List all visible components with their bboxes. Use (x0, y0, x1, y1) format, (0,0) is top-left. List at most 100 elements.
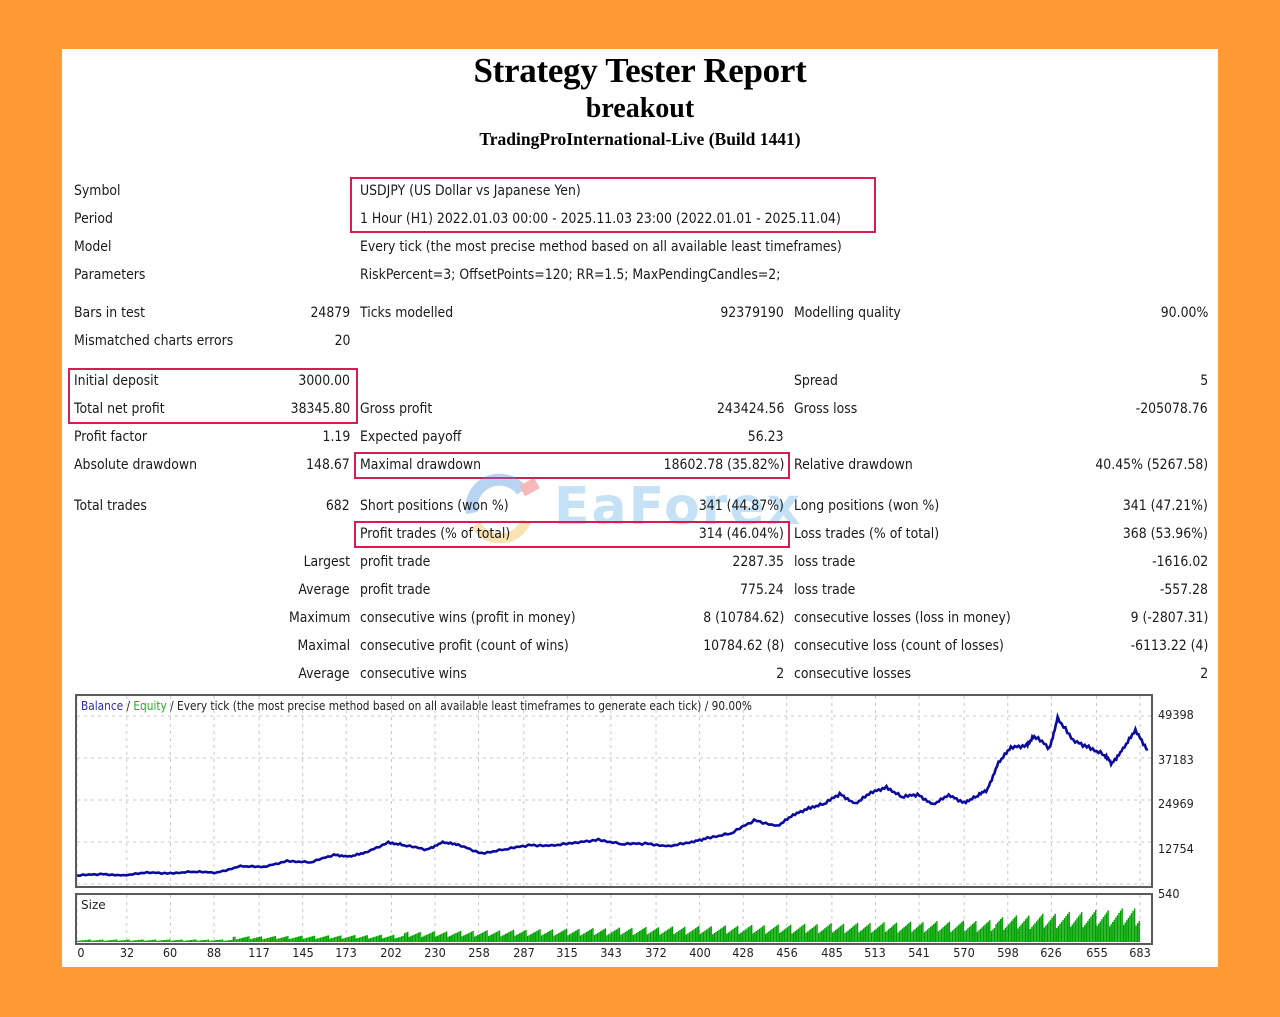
x-tick-label: 428 (732, 945, 754, 960)
total-trades-label: Total trades (74, 498, 147, 514)
long-positions-value: 341 (47.21%) (1122, 498, 1208, 514)
symbol-label: Symbol (74, 183, 121, 199)
y-tick-label: 540 (1158, 886, 1180, 901)
y-tick-label: 24969 (1158, 796, 1194, 811)
x-tick-label: 32 (119, 945, 134, 960)
short-positions-value: 341 (44.87%) (698, 498, 784, 514)
report-title: Strategy Tester Report (473, 51, 807, 90)
row-prefix: Average (298, 582, 350, 598)
row-loss-value: -557.28 (1159, 582, 1208, 598)
row-loss-label: consecutive loss (count of losses) (794, 638, 1004, 654)
x-tick-label: 287 (512, 945, 535, 960)
bars-label: Bars in test (74, 305, 146, 321)
x-tick-label: 372 (645, 945, 667, 960)
balance-line (77, 712, 1149, 878)
x-tick-label: 173 (335, 945, 358, 960)
gross-profit-label: Gross profit (360, 401, 433, 417)
spread-value: 5 (1200, 373, 1208, 389)
y-tick-label: 12754 (1158, 841, 1194, 856)
ticks-value: 92379190 (720, 305, 784, 321)
expected-payoff-label: Expected payoff (360, 429, 462, 445)
row-profit-value: 2287.35 (732, 554, 784, 570)
parameters-value: RiskPercent=3; OffsetPoints=120; RR=1.5;… (360, 267, 781, 283)
row-prefix: Maximal (297, 638, 350, 654)
net-profit-label: Total net profit (74, 401, 165, 417)
period-value: 1 Hour (H1) 2022.01.03 00:00 - 2025.11.0… (360, 211, 841, 227)
profit-trades-label: Profit trades (% of total) (360, 526, 511, 542)
row-profit-label: profit trade (360, 554, 431, 570)
row-loss-label: consecutive losses (794, 666, 911, 682)
legend-separator: / (123, 699, 134, 713)
size-panel: Size (75, 893, 1153, 945)
x-tick-label: 60 (163, 945, 178, 960)
chart-legend: Balance / Equity / Every tick (the most … (81, 699, 752, 713)
abs-drawdown-label: Absolute drawdown (74, 457, 198, 473)
expected-payoff-value: 56.23 (748, 429, 784, 445)
mismatch-label: Mismatched charts errors (74, 333, 234, 349)
row-profit-value: 2 (776, 666, 784, 682)
x-tick-label: 541 (908, 945, 930, 960)
quality-label: Modelling quality (794, 305, 901, 321)
y-tick-label: 37183 (1158, 752, 1194, 767)
highlight-max-drawdown (354, 452, 790, 479)
initial-deposit-label: Initial deposit (74, 373, 159, 389)
row-profit-value: 10784.62 (8) (702, 638, 784, 654)
expert-name: breakout (585, 93, 695, 124)
server-build: TradingProInternational-Live (Build 1441… (479, 129, 801, 149)
x-tick-label: 230 (424, 945, 446, 960)
x-tick-label: 683 (1129, 945, 1151, 960)
mismatch-value: 20 (334, 333, 350, 349)
highlight-symbol-period (350, 177, 876, 233)
row-prefix: Largest (303, 554, 350, 570)
row-loss-label: consecutive losses (loss in money) (794, 610, 1011, 626)
gross-loss-label: Gross loss (794, 401, 858, 417)
x-tick-label: 456 (776, 945, 798, 960)
period-label: Period (74, 211, 113, 227)
parameters-label: Parameters (74, 267, 146, 283)
row-prefix: Average (298, 666, 350, 682)
legend-balance: Balance (81, 699, 124, 713)
x-tick-label: 145 (291, 945, 314, 960)
legend-equity: Equity (133, 699, 167, 713)
x-tick-label: 202 (380, 945, 403, 960)
x-tick-label: 655 (1085, 945, 1108, 960)
x-tick-label: 117 (248, 945, 270, 960)
x-tick-label: 513 (864, 945, 887, 960)
initial-deposit-value: 3000.00 (298, 373, 350, 389)
total-trades-value: 682 (326, 498, 350, 514)
size-bars (77, 895, 1141, 943)
highlight-profit-trades (354, 521, 790, 548)
gross-profit-value: 243424.56 (716, 401, 784, 417)
row-profit-label: consecutive wins (360, 666, 467, 682)
x-tick-label: 0 (77, 945, 85, 960)
y-tick-label: 49398 (1158, 707, 1194, 722)
loss-trades-label: Loss trades (% of total) (794, 526, 940, 542)
long-positions-label: Long positions (won %) (794, 498, 940, 514)
row-loss-value: -6113.22 (4) (1130, 638, 1208, 654)
x-tick-label: 598 (997, 945, 1019, 960)
profit-trades-value: 314 (46.04%) (698, 526, 784, 542)
x-tick-label: 315 (556, 945, 579, 960)
gross-loss-value: -205078.76 (1136, 401, 1208, 417)
model-label: Model (74, 239, 112, 255)
model-value: Every tick (the most precise method base… (360, 239, 842, 255)
max-drawdown-value: 18602.78 (35.82%) (663, 457, 784, 473)
row-loss-value: 2 (1200, 666, 1208, 682)
short-positions-label: Short positions (won %) (360, 498, 509, 514)
rel-drawdown-value: 40.45% (5267.58) (1095, 457, 1208, 473)
row-prefix: Maximum (288, 610, 350, 626)
bars-value: 24879 (310, 305, 350, 321)
x-tick-label: 570 (953, 945, 975, 960)
row-profit-label: consecutive wins (profit in money) (360, 610, 576, 626)
x-tick-label: 626 (1040, 945, 1063, 960)
loss-trades-value: 368 (53.96%) (1122, 526, 1208, 542)
max-drawdown-label: Maximal drawdown (360, 457, 482, 473)
row-loss-value: -1616.02 (1151, 554, 1208, 570)
size-label: Size (81, 898, 106, 912)
rel-drawdown-label: Relative drawdown (794, 457, 913, 473)
quality-value: 90.00% (1160, 305, 1208, 321)
symbol-value: USDJPY (US Dollar vs Japanese Yen) (360, 183, 581, 199)
x-tick-label: 343 (600, 945, 622, 960)
row-profit-label: profit trade (360, 582, 431, 598)
report-sheet: Strategy Tester Report breakout TradingP… (62, 49, 1218, 967)
